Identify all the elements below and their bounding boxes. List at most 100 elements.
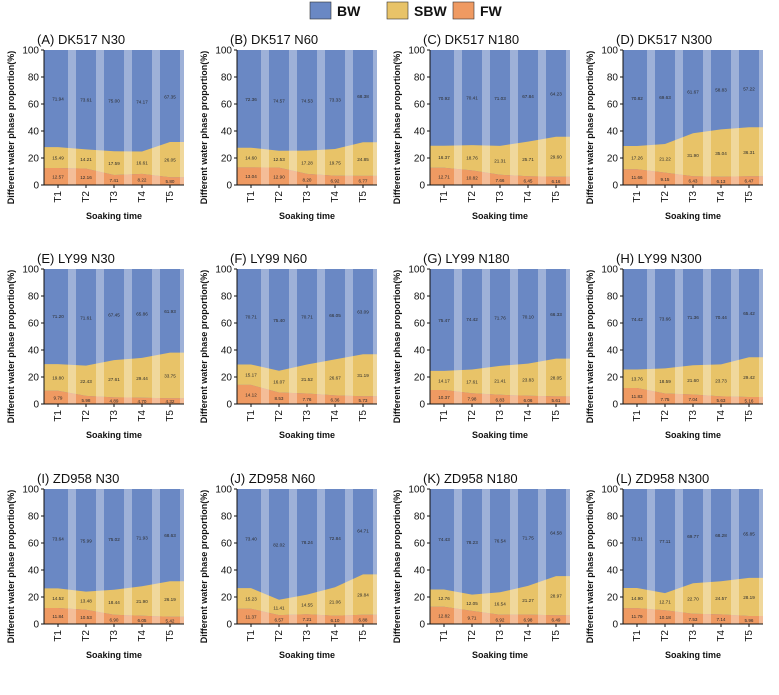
data-label-bw: 73.64 bbox=[52, 537, 64, 542]
y-tick-label: 40 bbox=[607, 566, 619, 577]
separator-stripe bbox=[96, 269, 104, 404]
panel-1: (A) DK517 N30 Different water phase propo… bbox=[6, 32, 188, 221]
x-tick-label: T2 bbox=[274, 191, 285, 203]
data-label-sbw: 28.05 bbox=[550, 375, 562, 380]
separator-stripe bbox=[289, 489, 297, 624]
x-tick-label: T4 bbox=[523, 191, 534, 203]
y-tick-label: 60 bbox=[414, 319, 426, 330]
data-label-sbw: 14.52 bbox=[52, 596, 64, 601]
area-fw bbox=[44, 608, 184, 624]
y-tick-label: 20 bbox=[28, 154, 40, 165]
y-tick-label: 80 bbox=[28, 73, 40, 84]
data-label-sbw: 28.97 bbox=[550, 594, 562, 599]
data-label-fw: 6.47 bbox=[745, 179, 754, 184]
area-sbw bbox=[623, 127, 763, 177]
data-label-bw: 71.93 bbox=[136, 536, 148, 541]
x-tick-label: T5 bbox=[165, 630, 176, 642]
separator-stripe bbox=[731, 489, 739, 624]
data-label-fw: 6.45 bbox=[524, 179, 533, 184]
separator-stripe bbox=[180, 269, 188, 404]
panel-title: (L) ZD958 N300 bbox=[616, 471, 709, 486]
area-fw bbox=[623, 169, 763, 185]
data-label-bw: 63.09 bbox=[357, 310, 369, 315]
data-label-sbw: 14.90 bbox=[631, 596, 643, 601]
y-tick-label: 80 bbox=[28, 512, 40, 523]
separator-stripe bbox=[566, 489, 574, 624]
area-fw bbox=[623, 388, 763, 404]
legend-label-bw: BW bbox=[337, 3, 361, 19]
y-tick-label: 80 bbox=[221, 512, 233, 523]
panel-10: (J) ZD958 N60 Different water phase propo… bbox=[199, 471, 381, 660]
panel-title: (C) DK517 N180 bbox=[423, 32, 519, 47]
data-label-fw: 7.98 bbox=[468, 397, 477, 402]
panel-12: (L) ZD958 N300 Different water phase prop… bbox=[585, 471, 767, 660]
x-tick-label: T1 bbox=[246, 410, 257, 422]
data-label-fw: 14.12 bbox=[245, 392, 257, 397]
data-label-sbw: 25.71 bbox=[522, 157, 534, 162]
x-tick-label: T3 bbox=[302, 191, 313, 203]
y-tick-label: 0 bbox=[419, 620, 425, 631]
legend: BW SBW FW bbox=[309, 1, 503, 20]
data-label-sbw: 15.23 bbox=[245, 596, 257, 601]
area-fw bbox=[44, 390, 184, 404]
area-fw bbox=[623, 608, 763, 624]
data-label-fw: 8.22 bbox=[138, 177, 147, 182]
data-label-fw: 6.06 bbox=[524, 398, 533, 403]
y-tick-label: 0 bbox=[419, 181, 425, 192]
y-tick-label: 40 bbox=[221, 566, 233, 577]
data-label-sbw: 12.71 bbox=[659, 600, 671, 605]
data-label-fw: 6.05 bbox=[138, 618, 147, 623]
area-fw bbox=[430, 167, 570, 185]
panel-9: (I) ZD958 N30 Different water phase propo… bbox=[6, 471, 188, 660]
data-label-fw: 12.71 bbox=[438, 174, 450, 179]
area-fw bbox=[430, 606, 570, 624]
y-tick-label: 80 bbox=[414, 292, 426, 303]
data-label-fw: 6.92 bbox=[331, 178, 340, 183]
data-label-bw: 66.05 bbox=[329, 313, 341, 318]
data-label-sbw: 29.44 bbox=[136, 376, 148, 381]
panel-title: (A) DK517 N30 bbox=[37, 32, 125, 47]
panel-title: (D) DK517 N300 bbox=[616, 32, 712, 47]
data-label-sbw: 21.27 bbox=[522, 598, 534, 603]
panel-3: (C) DK517 N180 Different water phase prop… bbox=[392, 32, 574, 221]
data-label-fw: 4.70 bbox=[138, 399, 147, 404]
y-tick-label: 100 bbox=[408, 46, 425, 57]
y-tick-label: 40 bbox=[414, 346, 426, 357]
data-label-sbw: 17.61 bbox=[466, 379, 478, 384]
y-axis-label: Different water phase proportion(%) bbox=[6, 51, 16, 205]
x-tick-label: T4 bbox=[330, 410, 341, 422]
separator-stripe bbox=[261, 489, 269, 624]
y-tick-label: 60 bbox=[28, 319, 40, 330]
data-label-fw: 5.63 bbox=[717, 398, 726, 403]
data-label-fw: 6.90 bbox=[110, 617, 119, 622]
separator-stripe bbox=[647, 269, 655, 404]
legend-swatch-fw bbox=[452, 1, 475, 20]
data-label-bw: 65.42 bbox=[743, 311, 755, 316]
y-tick-label: 100 bbox=[215, 265, 232, 276]
data-label-fw: 4.89 bbox=[110, 399, 119, 404]
y-tick-label: 20 bbox=[414, 154, 426, 165]
area-sbw bbox=[44, 581, 184, 617]
data-label-bw: 64.71 bbox=[357, 529, 369, 534]
separator-stripe bbox=[647, 489, 655, 624]
panel-title: (J) ZD958 N60 bbox=[230, 471, 315, 486]
x-tick-label: T5 bbox=[551, 410, 562, 422]
x-tick-label: T1 bbox=[53, 191, 64, 203]
x-tick-label: T4 bbox=[137, 410, 148, 422]
x-tick-label: T3 bbox=[109, 410, 120, 422]
data-label-bw: 70.71 bbox=[301, 315, 313, 320]
y-tick-label: 40 bbox=[28, 127, 40, 138]
data-label-sbw: 23.73 bbox=[715, 378, 727, 383]
separator-stripe bbox=[454, 269, 462, 404]
data-label-fw: 5.16 bbox=[745, 399, 754, 404]
x-axis-label: Soaking time bbox=[665, 211, 721, 221]
x-tick-label: T5 bbox=[165, 191, 176, 203]
y-tick-label: 80 bbox=[221, 73, 233, 84]
data-label-sbw: 13.48 bbox=[80, 599, 92, 604]
data-label-fw: 12.82 bbox=[438, 613, 450, 618]
panel-title: (F) LY99 N60 bbox=[230, 251, 307, 266]
data-label-bw: 76.54 bbox=[494, 539, 506, 544]
data-label-fw: 5.61 bbox=[552, 398, 561, 403]
data-label-fw: 7.21 bbox=[303, 617, 312, 622]
x-tick-label: T5 bbox=[358, 191, 369, 203]
